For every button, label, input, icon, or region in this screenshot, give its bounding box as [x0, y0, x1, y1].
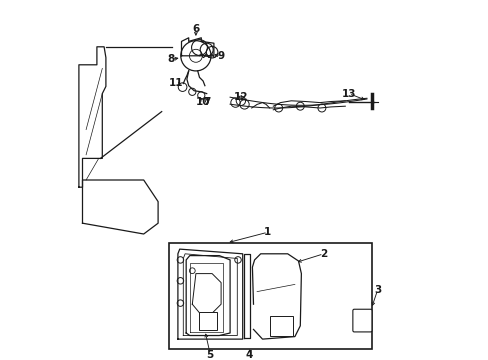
- Text: 5: 5: [206, 350, 213, 360]
- Text: 3: 3: [373, 285, 381, 295]
- Text: 2: 2: [320, 249, 326, 259]
- Text: 6: 6: [192, 24, 199, 34]
- Text: 7: 7: [203, 96, 210, 107]
- Text: 11: 11: [168, 78, 183, 88]
- Text: 10: 10: [196, 96, 210, 107]
- Text: 8: 8: [167, 54, 174, 64]
- Text: 9: 9: [217, 51, 224, 61]
- FancyBboxPatch shape: [352, 309, 371, 332]
- Bar: [199, 312, 217, 330]
- Text: 12: 12: [233, 92, 247, 102]
- Bar: [270, 316, 292, 336]
- Text: 4: 4: [245, 350, 253, 360]
- Text: 13: 13: [341, 89, 355, 99]
- Bar: [168, 243, 371, 349]
- Text: 1: 1: [264, 227, 271, 237]
